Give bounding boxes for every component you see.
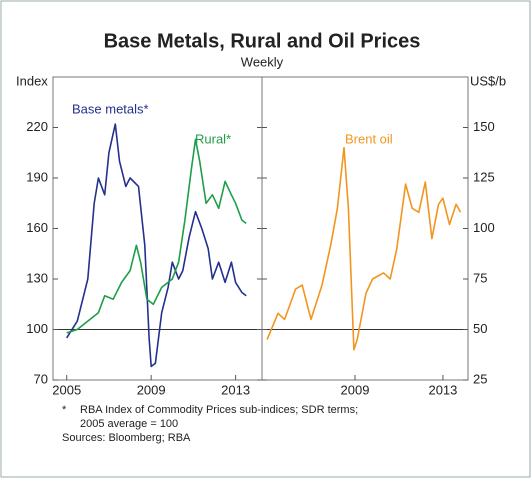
y-tick-label: 125 <box>473 169 495 184</box>
y-tick-label: 100 <box>26 321 48 336</box>
footnote: 2005 average = 100 <box>80 418 178 430</box>
y-axis-label: US$/b <box>470 73 506 88</box>
chart-title: Base Metals, Rural and Oil Prices <box>104 30 421 52</box>
series-label: Brent oil <box>345 131 393 146</box>
y-tick-label: 50 <box>473 321 487 336</box>
line-series <box>66 138 247 334</box>
x-tick-label: 2005 <box>52 382 81 397</box>
chart-subtitle: Weekly <box>241 54 284 69</box>
footnote: RBA Index of Commodity Prices sub-indice… <box>80 404 358 416</box>
series-label: Rural* <box>195 131 231 146</box>
y-tick-label: 150 <box>473 119 495 134</box>
x-tick-label: 2013 <box>221 382 250 397</box>
y-tick-label: 220 <box>26 119 48 134</box>
x-tick-label: 2009 <box>137 382 166 397</box>
x-tick-label: 2013 <box>428 382 457 397</box>
y-tick-label: 75 <box>473 270 487 285</box>
line-series <box>266 146 462 351</box>
line-series <box>66 123 247 368</box>
footnote-marker: * <box>62 404 67 416</box>
y-tick-label: 160 <box>26 220 48 235</box>
y-tick-label: 70 <box>34 371 48 386</box>
y-axis-label: Index <box>16 73 48 88</box>
y-tick-label: 25 <box>473 371 487 386</box>
series-label: Base metals* <box>72 101 149 116</box>
x-tick-label: 2009 <box>341 382 370 397</box>
y-tick-label: 100 <box>473 220 495 235</box>
y-tick-label: 190 <box>26 169 48 184</box>
y-tick-label: 130 <box>26 270 48 285</box>
sources: Sources: Bloomberg; RBA <box>62 432 191 444</box>
